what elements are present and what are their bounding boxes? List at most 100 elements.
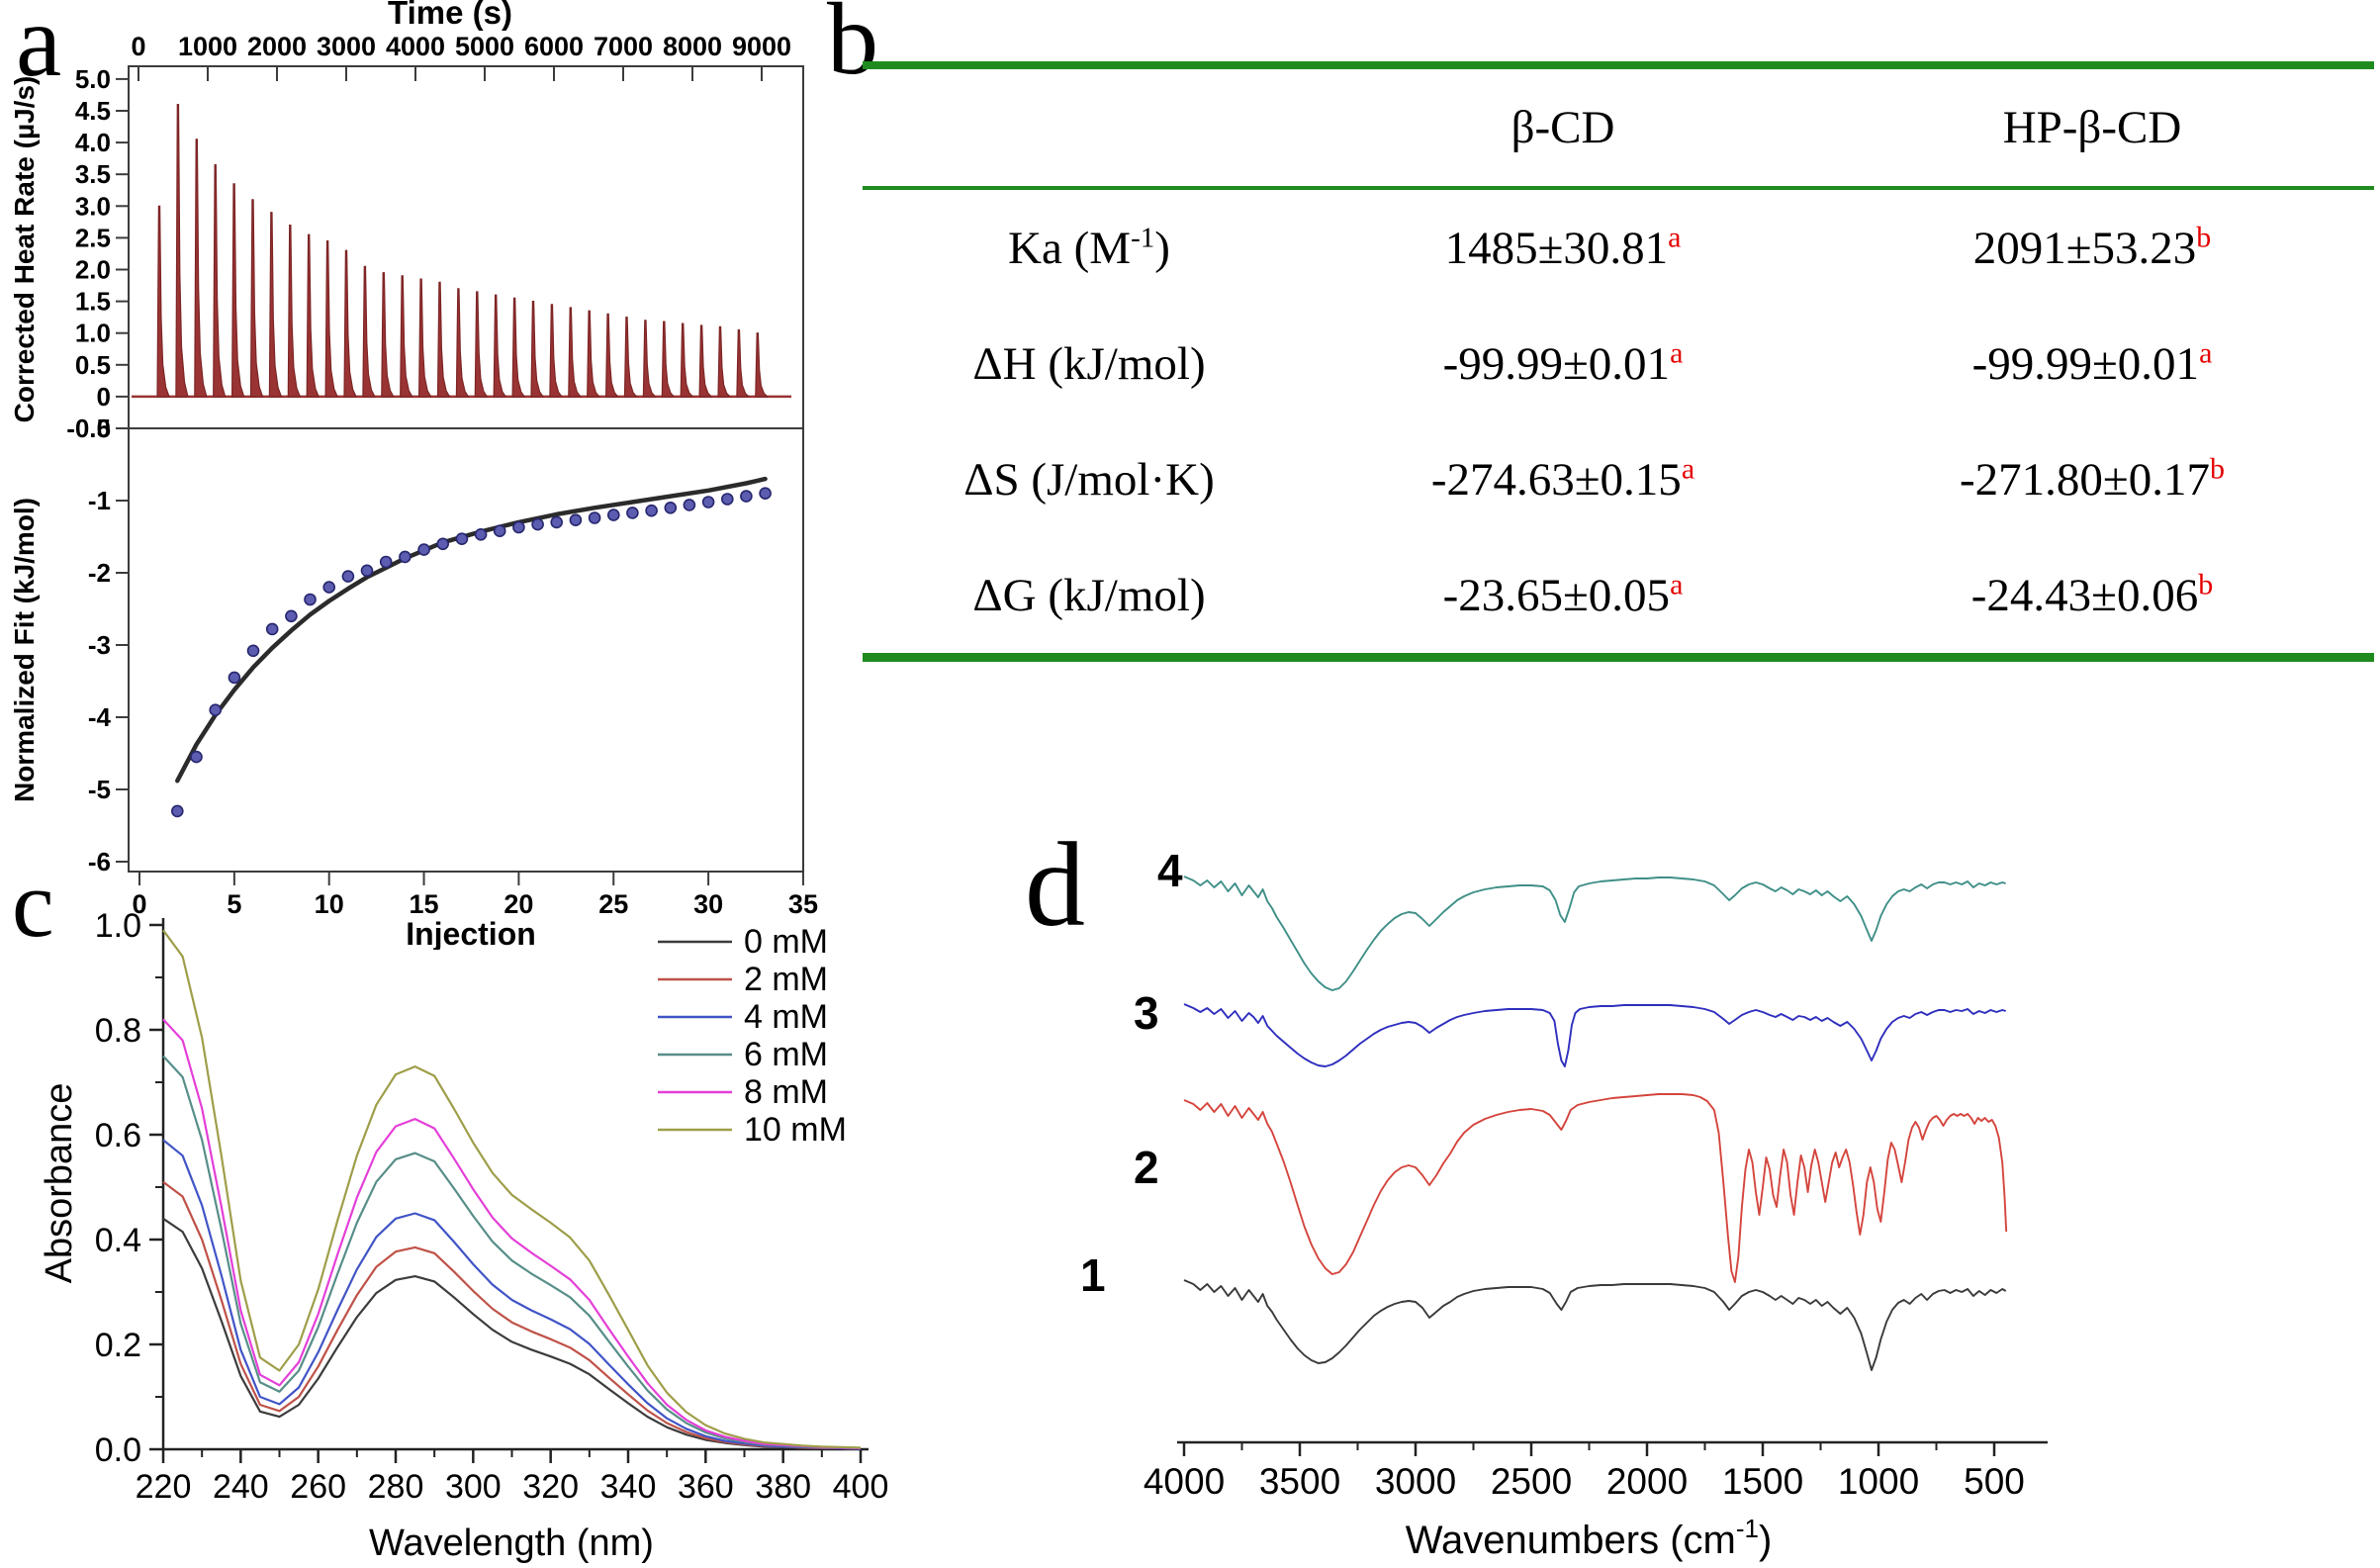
data-point	[360, 564, 374, 578]
ftir-trace-3	[1183, 1003, 2006, 1067]
col-header-bcd: β-CD	[1510, 102, 1615, 153]
legend-label: 0 mM	[744, 923, 828, 961]
col-header-hpbcd: HP-β-CD	[2002, 102, 2182, 153]
heat-spike	[417, 278, 432, 398]
heat-rate-tick-label: 0	[97, 382, 111, 412]
heat-spike	[194, 138, 208, 398]
data-point	[664, 501, 678, 514]
panel-a-label: a	[16, 0, 62, 98]
binding-data-points	[171, 487, 772, 818]
heat-spike	[680, 323, 694, 398]
panel-c-label: c	[12, 851, 54, 957]
wavenumber-tick-label: 1500	[1722, 1461, 1803, 1502]
normalized-fit-tick-label: -6	[88, 847, 111, 876]
data-point	[493, 524, 506, 538]
table-row: ΔS (J/mol·K) -274.63±0.15a -271.80±0.17b	[863, 421, 2374, 537]
data-point	[304, 593, 317, 606]
heat-spike	[400, 275, 413, 398]
uv-series-0mM	[162, 1217, 862, 1450]
heat-rate-tick-label: 1.5	[75, 287, 111, 317]
significance-superscript: a	[1670, 567, 1684, 600]
uv-axes: 0.0 0.2 0.4 0.6 0.8 1.0 220 240 260 280 300 320 340 3…	[39, 907, 888, 1564]
wavelength-axis-title: Wavelength (nm)	[369, 1522, 654, 1564]
significance-superscript: b	[2209, 451, 2225, 485]
heat-spike	[736, 328, 751, 398]
data-point	[740, 490, 753, 503]
heat-rate-tick-label: 0.5	[75, 350, 111, 380]
heat-spike	[343, 249, 357, 398]
heat-spike	[698, 324, 713, 398]
wavelength-tick-label: 260	[290, 1468, 346, 1506]
row-label: Ka (M-1)	[1008, 221, 1170, 274]
significance-superscript: a	[1668, 220, 1682, 253]
table-cell: -99.99±0.01a	[1442, 335, 1684, 390]
time-tick-label: 9000	[732, 32, 791, 61]
heat-spike	[623, 317, 638, 398]
uv-series	[162, 929, 862, 1450]
table-cell: 1485±30.81a	[1444, 220, 1682, 274]
binding-fit-curve	[175, 476, 768, 784]
heat-spike	[362, 265, 376, 398]
injection-tick-label: 10	[315, 889, 344, 919]
table-row: ΔH (kJ/mol) -99.99±0.01a -99.99±0.01a	[863, 306, 2374, 421]
ftir-axis: 4000 3500 3000 2500 2000 1500 1000 500 Wavenumbe…	[1144, 1440, 2048, 1562]
wavenumber-tick-label: 4000	[1144, 1461, 1225, 1502]
heat-spike	[381, 272, 395, 398]
wavenumber-tick-label: 1000	[1838, 1461, 1919, 1502]
wavenumber-tick-label: 2000	[1606, 1461, 1688, 1502]
data-point	[701, 496, 715, 508]
heat-spike	[156, 205, 170, 398]
wavenumber-tick-label: 500	[1964, 1461, 2025, 1502]
injection-tick-label: 35	[788, 889, 818, 919]
heat-rate-tick-label: 4.5	[75, 96, 111, 126]
heat-spike	[511, 297, 526, 398]
wavelength-tick-label: 360	[678, 1468, 734, 1506]
data-point	[190, 750, 203, 764]
table-cell: -23.65±0.05a	[1442, 567, 1684, 621]
wavelength-tick-label: 340	[600, 1468, 657, 1506]
heat-rate-tick-label: 3.5	[75, 159, 111, 189]
table-cell: -24.43±0.06b	[1970, 567, 2214, 621]
heat-spike	[213, 164, 227, 398]
row-label: ΔG (kJ/mol)	[972, 569, 1206, 621]
absorbance-tick-label: 0.6	[95, 1117, 141, 1154]
table-header-rule	[863, 186, 2374, 190]
data-point	[455, 532, 469, 546]
data-point	[759, 487, 772, 501]
data-point	[512, 520, 525, 534]
heat-spike	[474, 291, 489, 398]
legend-label: 2 mM	[744, 961, 828, 998]
wavelength-tick-label: 380	[755, 1468, 811, 1506]
absorbance-tick-label: 1.0	[95, 907, 141, 945]
uv-series-8mM	[162, 1018, 862, 1449]
heat-rate-tick-label: -0.5	[66, 414, 111, 443]
data-point	[285, 609, 298, 623]
data-point	[531, 517, 544, 531]
ftir-trace-number: 1	[1080, 1249, 1106, 1301]
legend-label: 4 mM	[744, 998, 828, 1036]
heat-spike	[661, 321, 676, 398]
wavelength-tick-label: 280	[368, 1468, 424, 1506]
absorbance-tick-label: 0.0	[95, 1431, 141, 1469]
absorbance-tick-label: 0.4	[95, 1222, 141, 1259]
table-bottom-rule	[863, 653, 2374, 662]
data-point	[569, 513, 583, 527]
time-axis: 0 1000 2000 3000 4000 5000 6000 7000 8000 9000 Tim…	[131, 0, 791, 81]
heat-spike	[175, 104, 189, 398]
data-point	[588, 511, 601, 524]
heat-spike	[549, 304, 564, 398]
data-point	[228, 671, 241, 685]
heat-spike	[436, 281, 451, 398]
fit-line	[175, 476, 768, 784]
wavelength-tick-label: 320	[522, 1468, 579, 1506]
significance-superscript: a	[1681, 451, 1695, 485]
heat-spike	[717, 325, 732, 398]
heat-spike	[249, 199, 264, 398]
heat-spike	[604, 313, 619, 398]
injection-tick-label: 5	[227, 889, 241, 919]
heat-rate-tick-label: 3.0	[75, 191, 111, 221]
panel-a-chart: 0 1000 2000 3000 4000 5000 6000 7000 8000 9000Tim…	[9, 0, 818, 950]
normalized-fit-tick-label: -3	[88, 630, 111, 660]
table-header-row: β-CD HP-β-CD	[863, 69, 2374, 186]
table-body: Ka (M-1) 1485±30.81a 2091±53.23b ΔH (kJ/mol…	[863, 190, 2374, 653]
